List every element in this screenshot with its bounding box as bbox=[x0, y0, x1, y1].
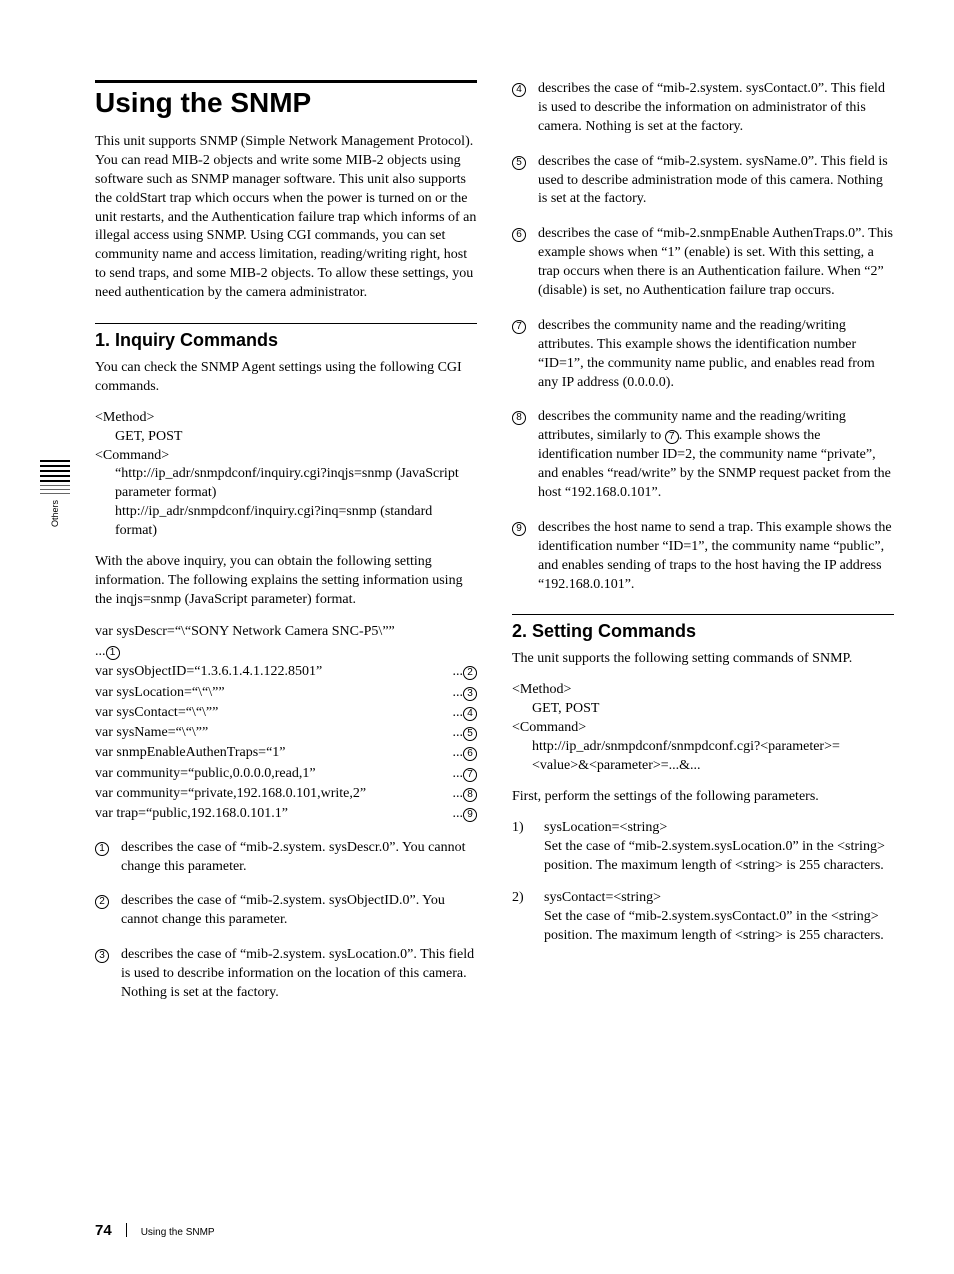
desc-bullet: 9 bbox=[512, 519, 526, 595]
command-label-2: <Command> bbox=[512, 719, 894, 738]
var-line: var community=“private,192.168.0.101,wri… bbox=[95, 784, 453, 804]
var-ref: ...6 bbox=[453, 743, 478, 763]
page-title: Using the SNMP bbox=[95, 80, 477, 119]
method-value: GET, POST bbox=[115, 428, 477, 447]
desc-body: describes the case of “mib-2.system. sys… bbox=[121, 892, 477, 930]
ref-circle-3: 3 bbox=[463, 687, 477, 701]
ref-circle-1: 1 bbox=[95, 842, 109, 856]
desc-bullet: 8 bbox=[512, 408, 526, 502]
right-column: 4 describes the case of “mib-2.system. sy… bbox=[512, 80, 894, 1019]
var-ref: ...5 bbox=[453, 723, 478, 743]
var-ref: ...8 bbox=[453, 784, 478, 804]
desc-body: describes the case of “mib-2.system. sys… bbox=[538, 153, 894, 210]
method-label-2: <Method> bbox=[512, 681, 894, 700]
desc-bullet: 2 bbox=[95, 892, 109, 930]
ref-circle-3: 3 bbox=[95, 949, 109, 963]
command-2-1: http://ip_adr/snmpdconf/snmpdconf.cgi?<p… bbox=[532, 738, 894, 776]
footer-separator bbox=[126, 1223, 127, 1237]
ref-circle-2: 2 bbox=[95, 895, 109, 909]
var-list: var sysDescr=“\“SONY Network Camera SNC-… bbox=[95, 622, 477, 825]
var-line: var sysName=“\“\”” bbox=[95, 723, 453, 743]
var-line: var sysLocation=“\“\”” bbox=[95, 683, 453, 703]
var-line: var snmpEnableAuthenTraps=“1” bbox=[95, 743, 453, 763]
ref-circle-9: 9 bbox=[512, 522, 526, 536]
desc-body: describes the community name and the rea… bbox=[538, 317, 894, 393]
left-column: Using the SNMP This unit supports SNMP (… bbox=[95, 80, 477, 1019]
section-2-heading: 2. Setting Commands bbox=[512, 614, 894, 642]
desc-list-left: 1 describes the case of “mib-2.system. sy… bbox=[95, 839, 477, 1003]
desc-body: describes the case of “mib-2.system. sys… bbox=[538, 80, 894, 137]
var-line: var trap=“public,192.168.0.101.1” bbox=[95, 804, 453, 824]
desc-list-right: 4 describes the case of “mib-2.system. sy… bbox=[512, 80, 894, 594]
setting-items: 1)sysLocation=<string>Set the case of “m… bbox=[512, 819, 894, 946]
desc-body: describes the community name and the rea… bbox=[538, 408, 894, 502]
after-inquiry: With the above inquiry, you can obtain t… bbox=[95, 553, 477, 610]
var-ref: ...3 bbox=[453, 683, 478, 703]
command-1: “http://ip_adr/snmpdconf/inquiry.cgi?inq… bbox=[115, 465, 477, 503]
command-2: http://ip_adr/snmpdconf/inquiry.cgi?inq=… bbox=[115, 503, 477, 541]
footer-title: Using the SNMP bbox=[141, 1227, 215, 1238]
ref-circle-1: 1 bbox=[106, 646, 120, 660]
ref-circle-5: 5 bbox=[463, 727, 477, 741]
page-number: 74 bbox=[95, 1222, 112, 1239]
desc-bullet: 1 bbox=[95, 839, 109, 877]
ref-circle-8: 8 bbox=[463, 788, 477, 802]
var-ref: ...1 bbox=[95, 642, 477, 662]
ref-circle-7: 7 bbox=[463, 768, 477, 782]
desc-body: describes the case of “mib-2.system. sys… bbox=[121, 839, 477, 877]
method-label: <Method> bbox=[95, 409, 477, 428]
ref-circle-4: 4 bbox=[463, 707, 477, 721]
var-line: var sysDescr=“\“SONY Network Camera SNC-… bbox=[95, 622, 477, 642]
numitem-number: 2) bbox=[512, 889, 534, 946]
numitem-number: 1) bbox=[512, 819, 534, 876]
desc-body: describes the case of “mib-2.snmpEnable … bbox=[538, 225, 894, 301]
desc-bullet: 6 bbox=[512, 225, 526, 301]
method-block: <Method> GET, POST <Command> “http://ip_… bbox=[95, 409, 477, 541]
section-2-lead: The unit supports the following setting … bbox=[512, 650, 894, 669]
var-line: var community=“public,0.0.0.0,read,1” bbox=[95, 764, 453, 784]
desc-bullet: 3 bbox=[95, 946, 109, 1003]
after-setting: First, perform the settings of the follo… bbox=[512, 788, 894, 807]
var-ref: ...4 bbox=[453, 703, 478, 723]
desc-body: describes the case of “mib-2.system. sys… bbox=[121, 946, 477, 1003]
var-ref: ...7 bbox=[453, 764, 478, 784]
var-line: var sysContact=“\“\”” bbox=[95, 703, 453, 723]
numitem-body: sysContact=<string>Set the case of “mib-… bbox=[544, 889, 894, 946]
method-block-2: <Method> GET, POST <Command> http://ip_a… bbox=[512, 681, 894, 775]
var-line: var sysObjectID=“1.3.6.1.4.1.122.8501” bbox=[95, 662, 453, 682]
ref-circle-4: 4 bbox=[512, 83, 526, 97]
numitem-body: sysLocation=<string>Set the case of “mib… bbox=[544, 819, 894, 876]
ref-circle-8: 8 bbox=[512, 411, 526, 425]
ref-circle-7: 7 bbox=[665, 430, 679, 444]
ref-circle-7: 7 bbox=[512, 320, 526, 334]
intro-paragraph: This unit supports SNMP (Simple Network … bbox=[95, 133, 477, 303]
desc-bullet: 5 bbox=[512, 153, 526, 210]
var-ref: ...2 bbox=[453, 662, 478, 682]
desc-bullet: 7 bbox=[512, 317, 526, 393]
ref-circle-6: 6 bbox=[512, 228, 526, 242]
desc-body: describes the host name to send a trap. … bbox=[538, 519, 894, 595]
ref-circle-6: 6 bbox=[463, 747, 477, 761]
desc-bullet: 4 bbox=[512, 80, 526, 137]
section-1-heading: 1. Inquiry Commands bbox=[95, 323, 477, 351]
ref-circle-5: 5 bbox=[512, 156, 526, 170]
ref-circle-9: 9 bbox=[463, 808, 477, 822]
command-label: <Command> bbox=[95, 447, 477, 466]
page-footer: 74 Using the SNMP bbox=[95, 1221, 215, 1239]
var-ref: ...9 bbox=[453, 804, 478, 824]
method-value-2: GET, POST bbox=[532, 700, 894, 719]
ref-circle-2: 2 bbox=[463, 666, 477, 680]
section-1-lead: You can check the SNMP Agent settings us… bbox=[95, 359, 477, 397]
